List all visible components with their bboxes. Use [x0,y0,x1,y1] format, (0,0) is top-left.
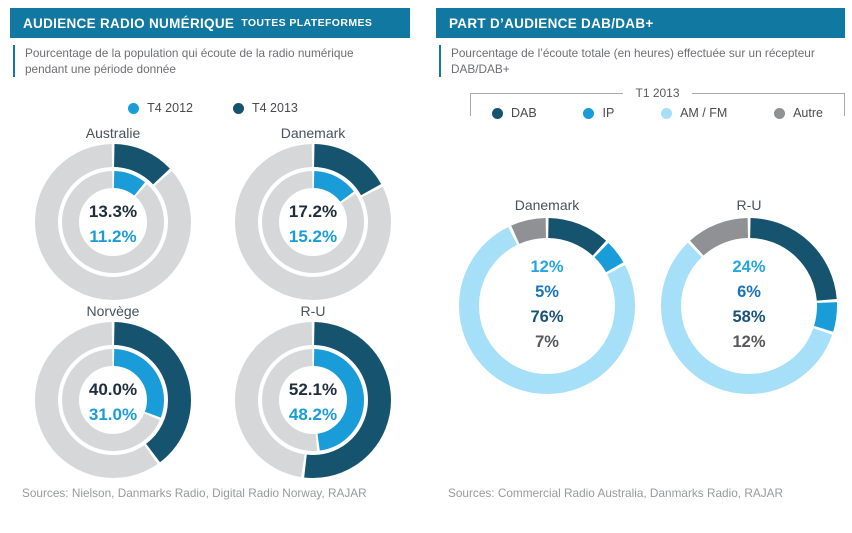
legend-item-ip: IP [583,106,614,120]
left-panel-header: AUDIENCE RADIO NUMÉRIQUE TOUTES PLATEFOR… [10,8,410,38]
legend-item-autre: Autre [774,106,823,120]
donut-cell-australie: Australie 13.3% 11.2% [13,124,213,300]
svg-text:31.0%: 31.0% [89,405,137,424]
left-panel-legend: T4 2012 T4 2013 [0,101,426,115]
legend-item-amfm: AM / FM [661,106,727,120]
donut-cell-danemark: Danemark 17.2% 15.2% [213,124,413,300]
panel-part-audience-dab: PART D’AUDIENCE DAB/DAB+ Pourcentage de … [426,0,852,533]
svg-text:13.3%: 13.3% [89,202,137,221]
right-panel-legend: DAB IP AM / FM Autre [470,100,845,120]
donut-chart-australie: 13.3% 11.2% [35,144,191,300]
svg-text:12%: 12% [732,333,765,351]
right-panel-legend-bracket: T1 2013 DAB IP AM / FM Autre [470,86,846,120]
bracket-line-left [470,92,624,94]
svg-text:40.0%: 40.0% [89,380,137,399]
donut-cell-norvege: Norvège 40.0% 31.0% [13,302,213,478]
svg-text:12%: 12% [530,258,563,276]
left-panel-subtitle: Pourcentage de la population qui écoute … [13,45,397,77]
donut-chart-ru: 52.1% 48.2% [235,322,391,478]
left-donut-grid: Australie 13.3% 11.2% Danemark 17.2% 15.2%… [13,124,413,478]
donut-chart-dab-danemark: 12% 5% 76% 7% [459,218,635,394]
right-donut-row: Danemark 12% 5% 76% 7% R-U 24% 6% 58% 12% [426,196,852,394]
svg-text:15.2%: 15.2% [289,227,337,246]
autre-dot-icon [774,107,786,119]
amfm-dot-icon [661,107,673,119]
legend-bracket-top: T1 2013 [470,86,846,100]
legend-label-t4-2012: T4 2012 [147,101,193,115]
legend-label-ip: IP [602,106,615,120]
legend-label-autre: Autre [793,106,823,120]
svg-text:76%: 76% [530,308,563,326]
t4-2013-dot-icon [233,102,244,114]
left-panel-title: AUDIENCE RADIO NUMÉRIQUE [23,15,235,31]
svg-text:58%: 58% [732,308,765,326]
svg-text:11.2%: 11.2% [89,227,136,246]
chart-title-dab-ru: R-U [736,197,762,213]
t4-2012-dot-icon [128,102,140,114]
svg-text:52.1%: 52.1% [289,380,337,399]
panel-audience-radio-numerique: AUDIENCE RADIO NUMÉRIQUE TOUTES PLATEFOR… [0,8,426,500]
legend-label-amfm: AM / FM [680,106,728,120]
legend-item-t4-2012: T4 2012 [128,101,193,115]
donut-svg: 24% 6% 58% 12% [661,218,837,394]
right-panel-title: PART D’AUDIENCE DAB/DAB+ [449,15,654,31]
chart-title-australie: Australie [85,125,141,141]
bracket-line-right [691,92,846,94]
dab-dot-icon [492,107,503,119]
ip-dot-icon [583,107,595,119]
right-panel-header: PART D’AUDIENCE DAB/DAB+ [436,8,845,38]
donut-svg: 52.1% 48.2% [235,322,391,478]
svg-text:24%: 24% [732,258,765,276]
legend-period-label: T1 2013 [635,86,680,100]
legend-label-dab: DAB [511,106,537,120]
chart-title-dab-danemark: Danemark [514,197,580,213]
left-panel-title-suffix: TOUTES PLATEFORMES [241,17,373,29]
donut-svg: 17.2% 15.2% [235,144,391,300]
donut-svg: 13.3% 11.2% [35,144,191,300]
donut-svg: 12% 5% 76% 7% [459,218,635,394]
donut-chart-norvege: 40.0% 31.0% [35,322,191,478]
donut-svg: 40.0% 31.0% [35,322,191,478]
right-panel-sources: Sources: Commercial Radio Australia, Dan… [448,486,784,500]
donut-cell-ru: R-U 52.1% 48.2% [213,302,413,478]
svg-text:17.2%: 17.2% [289,202,337,221]
legend-item-dab: DAB [492,106,537,120]
left-panel-sources: Sources: Nielson, Danmarks Radio, Digita… [22,486,367,500]
chart-title-danemark: Danemark [280,125,346,141]
donut-cell-dab-danemark: Danemark 12% 5% 76% 7% [459,196,635,394]
svg-text:5%: 5% [535,283,559,301]
legend-label-t4-2013: T4 2013 [252,101,298,115]
donut-chart-danemark: 17.2% 15.2% [235,144,391,300]
svg-text:6%: 6% [737,283,761,301]
svg-text:48.2%: 48.2% [289,405,337,424]
right-panel-subtitle: Pourcentage de l’écoute totale (en heure… [439,45,843,77]
svg-text:7%: 7% [535,333,559,351]
chart-title-norvege: Norvège [86,303,140,319]
legend-item-t4-2013: T4 2013 [233,101,298,115]
chart-title-ru: R-U [300,303,326,319]
donut-cell-dab-ru: R-U 24% 6% 58% 12% [661,196,837,394]
donut-chart-dab-ru: 24% 6% 58% 12% [661,218,837,394]
